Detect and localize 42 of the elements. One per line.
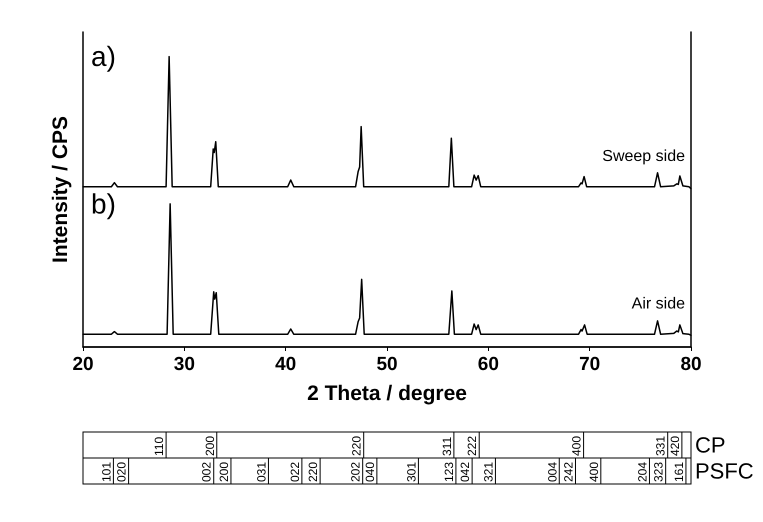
text: 002 xyxy=(200,462,214,482)
text: 220 xyxy=(350,436,364,456)
text: 420 xyxy=(668,436,682,456)
text: 323 xyxy=(652,462,666,482)
text: 400 xyxy=(570,436,584,456)
x-tick-label: 40 xyxy=(275,354,296,375)
annotation: b) xyxy=(91,188,116,220)
text: 040 xyxy=(362,462,377,482)
text: 222 xyxy=(465,436,480,456)
text: 020 xyxy=(114,462,129,482)
x-tick-label: 80 xyxy=(680,354,702,375)
series-label: Air side xyxy=(632,296,686,313)
text: 110 xyxy=(152,436,166,456)
text: 204 xyxy=(635,462,650,482)
text: 242 xyxy=(561,462,576,482)
text: 220 xyxy=(306,462,320,482)
x-tick-label: 30 xyxy=(174,354,195,375)
text: 331 xyxy=(654,436,668,456)
series-label: Sweep side xyxy=(602,148,686,166)
annotation: a) xyxy=(91,41,116,72)
x-tick-label: 60 xyxy=(478,354,499,375)
text: 161 xyxy=(672,462,686,482)
text: 301 xyxy=(404,462,418,482)
text: 200 xyxy=(216,462,231,482)
x-tick-label: 20 xyxy=(72,354,94,375)
text: 004 xyxy=(545,462,560,482)
text: 022 xyxy=(288,462,302,482)
x-axis-title: 2 Theta / degree xyxy=(307,382,467,405)
text: 200 xyxy=(202,436,217,456)
text: 101 xyxy=(99,462,114,482)
text: 031 xyxy=(254,462,268,482)
text: 123 xyxy=(442,462,456,482)
text: 042 xyxy=(458,462,472,482)
y-axis-title: Intensity / CPS xyxy=(49,116,72,264)
x-tick-label: 50 xyxy=(376,354,398,375)
text: 202 xyxy=(348,462,363,482)
text: 311 xyxy=(440,436,454,456)
text: 321 xyxy=(481,462,496,482)
text: PSFC xyxy=(695,458,754,484)
text: CP xyxy=(695,432,726,458)
x-tick-label: 70 xyxy=(579,354,600,375)
text: 400 xyxy=(586,462,601,482)
